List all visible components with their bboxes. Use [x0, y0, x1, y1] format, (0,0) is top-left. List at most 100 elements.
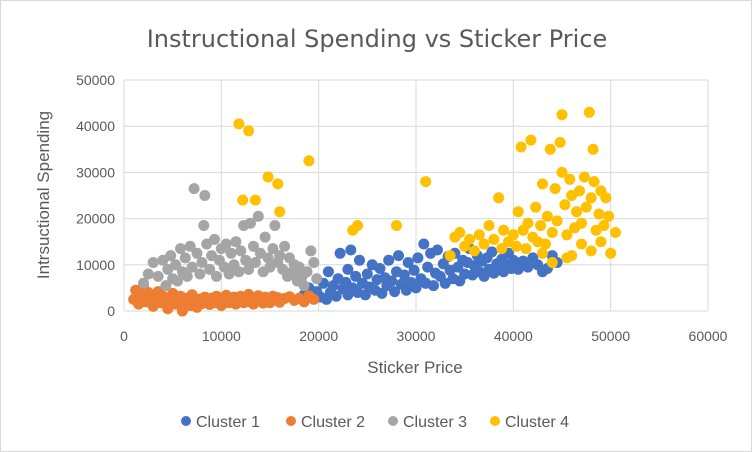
data-point [179, 252, 191, 264]
data-point [184, 240, 196, 252]
data-point [422, 261, 434, 273]
series-4 [233, 106, 621, 268]
data-point [345, 244, 357, 256]
data-point [600, 192, 612, 204]
data-point [249, 257, 261, 268]
data-point [308, 293, 320, 305]
data-point [198, 220, 210, 231]
data-point [262, 252, 274, 264]
legend-marker [286, 416, 296, 426]
data-point [194, 268, 206, 280]
data-point [165, 250, 177, 262]
data-point [347, 224, 359, 236]
data-point [564, 173, 576, 185]
data-point [580, 201, 592, 213]
data-point [512, 263, 524, 275]
data-point [588, 176, 600, 188]
data-point [147, 257, 159, 268]
data-point [274, 250, 286, 262]
x-axis-label: Sticker Price [367, 358, 462, 377]
data-point [386, 275, 398, 287]
data-point [301, 266, 313, 278]
data-point [483, 220, 495, 231]
data-point [262, 171, 274, 183]
data-point [152, 270, 164, 282]
data-point [522, 217, 534, 229]
y-tick-label: 40000 [76, 118, 115, 134]
data-point [175, 243, 186, 255]
data-point [537, 247, 548, 259]
data-point [303, 155, 315, 167]
data-point [559, 199, 571, 211]
data-point [240, 254, 252, 266]
legend-label: Cluster 1 [196, 414, 260, 431]
data-point [204, 263, 216, 275]
data-point [525, 134, 537, 146]
data-point [593, 208, 605, 220]
legend-label: Cluster 3 [403, 414, 467, 431]
data-point [537, 178, 548, 190]
y-tick-label: 30000 [76, 164, 115, 180]
data-point [243, 125, 255, 137]
data-point [181, 270, 193, 282]
data-point [598, 220, 610, 231]
data-point [249, 194, 261, 206]
data-point [350, 270, 362, 282]
data-point [361, 268, 373, 280]
data-point [412, 252, 424, 264]
data-point [408, 264, 420, 276]
x-tick-label: 10000 [202, 328, 241, 344]
legend-label: Cluster 4 [505, 414, 569, 431]
x-tick-label: 20000 [299, 328, 338, 344]
x-axis-tick-labels: 0 10000 20000 30000 40000 50000 60000 [120, 328, 728, 344]
data-point [230, 236, 242, 248]
data-point [235, 245, 247, 257]
data-point [464, 233, 475, 245]
data-point [279, 240, 291, 252]
y-tick-label: 0 [107, 303, 115, 319]
data-point [546, 257, 558, 268]
data-point [510, 240, 522, 252]
data-point [486, 246, 498, 258]
data-point [308, 257, 320, 268]
legend-marker [181, 416, 191, 426]
data-point [220, 238, 232, 250]
legend-item: Cluster 1 [181, 414, 260, 431]
data-point [233, 118, 245, 130]
legend: Cluster 1 Cluster 2 Cluster 3 Cluster 4 [181, 414, 569, 431]
data-point [225, 247, 237, 259]
data-point [507, 229, 519, 241]
data-point [585, 192, 597, 204]
x-tick-label: 30000 [397, 328, 436, 344]
data-point [237, 194, 249, 206]
x-tick-label: 0 [120, 328, 128, 344]
data-point [530, 201, 542, 213]
data-point [444, 250, 456, 262]
legend-item: Cluster 2 [286, 414, 365, 431]
data-point [305, 245, 317, 257]
data-point [209, 233, 220, 245]
data-point [172, 275, 183, 287]
data-point [410, 282, 422, 294]
data-point [267, 243, 279, 255]
data-point [160, 280, 172, 292]
data-point [259, 231, 271, 243]
y-axis-tick-labels: 0 10000 20000 30000 40000 50000 [76, 72, 115, 319]
data-point [544, 143, 556, 155]
data-point [473, 229, 485, 241]
data-point [554, 136, 566, 148]
data-point [540, 238, 551, 250]
data-point [354, 254, 365, 266]
data-point [248, 240, 259, 252]
data-point [342, 263, 354, 275]
data-point [561, 229, 573, 241]
data-point [515, 141, 527, 153]
series-2 [128, 280, 320, 317]
data-point [402, 257, 414, 268]
data-point [549, 183, 561, 195]
data-point [170, 259, 182, 271]
legend-marker [388, 416, 398, 426]
data-point [269, 220, 281, 231]
